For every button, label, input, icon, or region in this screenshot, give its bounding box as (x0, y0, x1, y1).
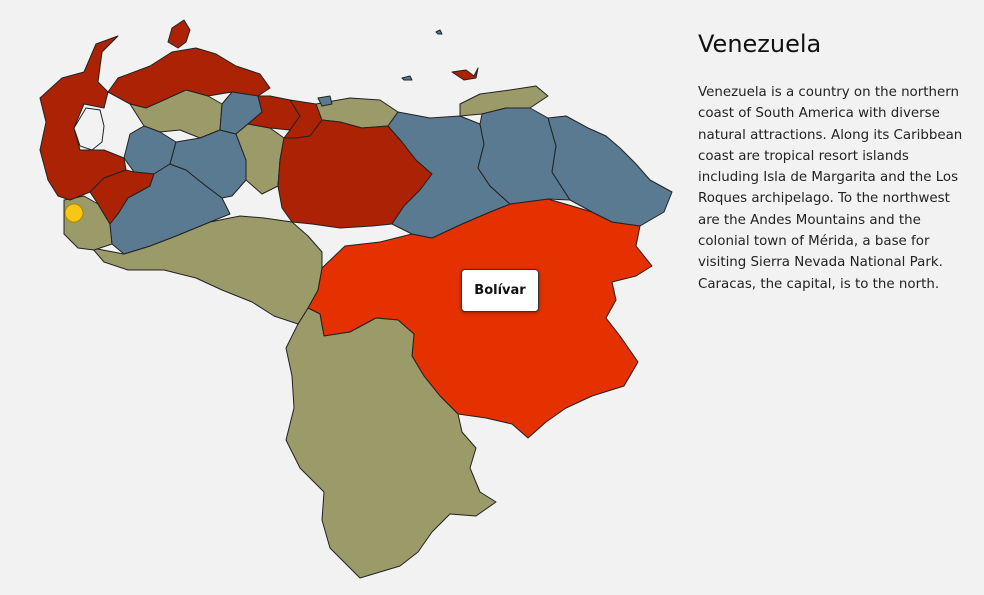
state-zulia[interactable] (39, 35, 127, 201)
venezuela-map (39, 19, 673, 579)
state-distrito-capital[interactable] (317, 95, 333, 107)
map-area: Bolívar (39, 19, 673, 579)
state-sucre[interactable] (459, 85, 549, 117)
country-title: Venezuela (698, 30, 822, 58)
state-amazonas[interactable] (285, 307, 497, 579)
island-los-roques (401, 75, 413, 81)
country-description: Venezuela is a country on the northern c… (698, 85, 963, 292)
state-delta-amacuro[interactable] (547, 115, 673, 227)
tooltip-label: Bolívar (474, 283, 526, 298)
state-nueva-esparta[interactable] (451, 67, 479, 81)
location-pin-icon[interactable] (64, 203, 84, 223)
island-la-orchila (435, 29, 443, 35)
state-anzoategui[interactable] (387, 111, 511, 239)
state-tooltip: Bolívar (461, 269, 539, 312)
state-falcon-peninsula[interactable] (167, 19, 191, 49)
lake-maracaibo (73, 107, 105, 151)
info-panel: Venezuela Venezuela is a country on the … (698, 28, 968, 295)
